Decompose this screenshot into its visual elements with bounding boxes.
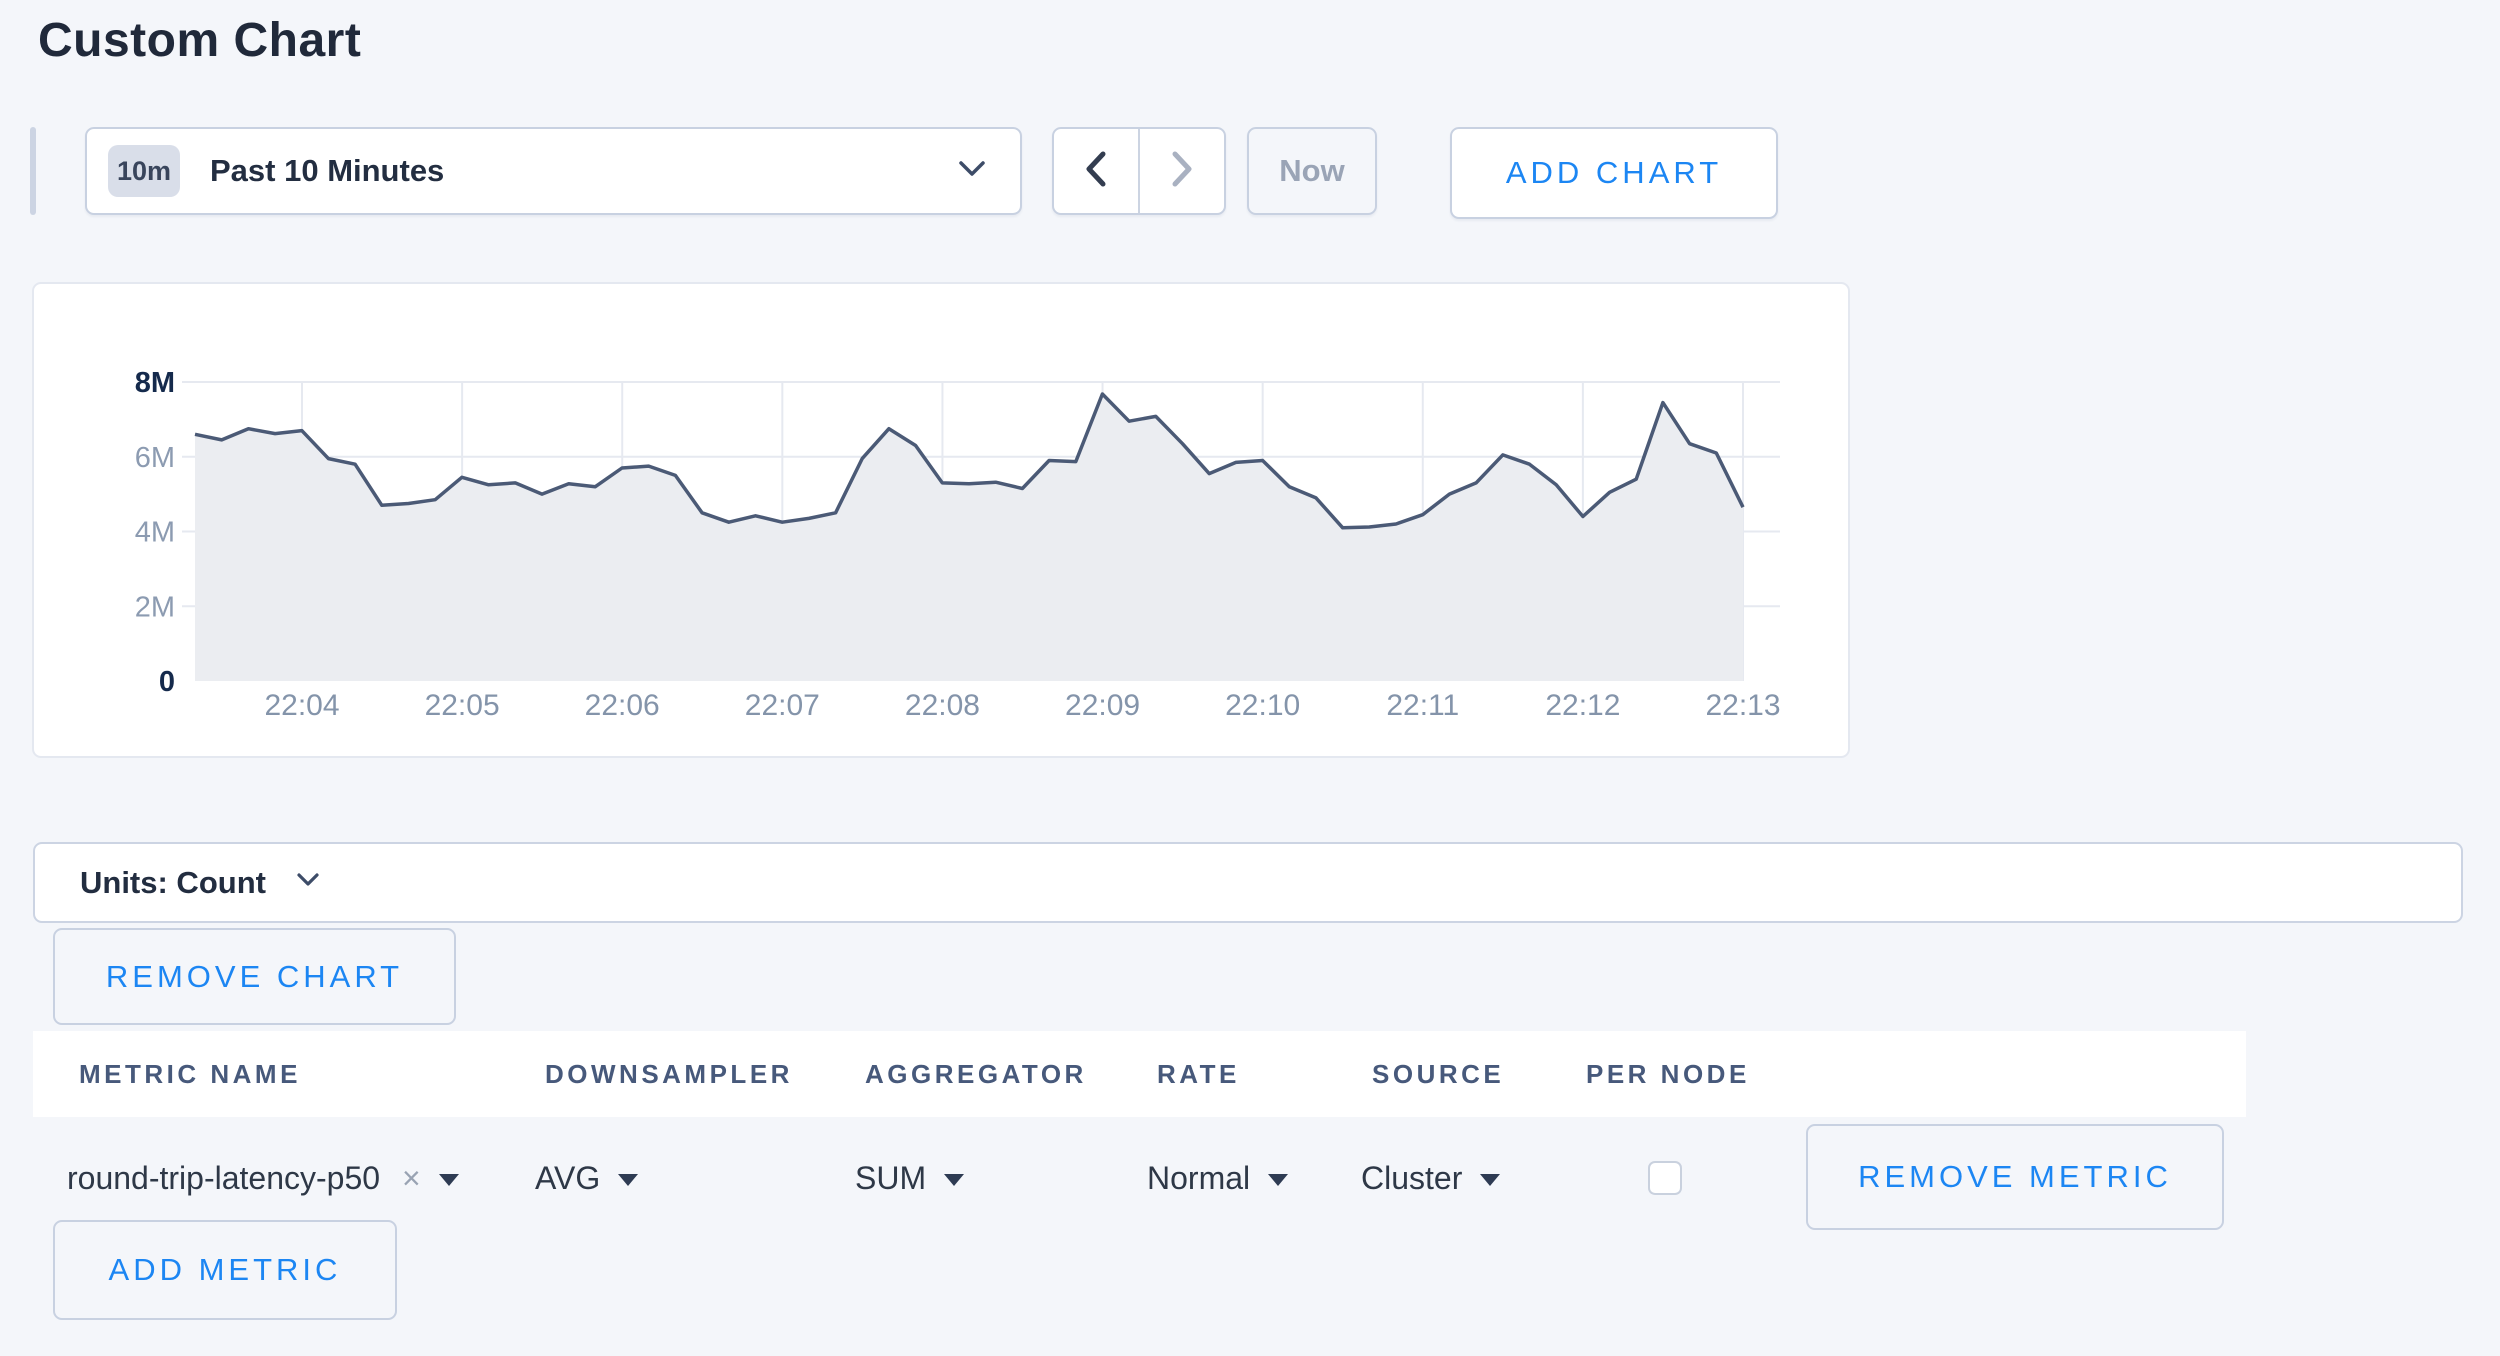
caret-down-icon bbox=[944, 1174, 965, 1186]
x-axis-tick: 22:13 bbox=[1705, 689, 1780, 722]
add-chart-button[interactable]: ADD CHART bbox=[1450, 127, 1778, 219]
aggregator-select[interactable]: SUM bbox=[855, 1117, 965, 1239]
series-area bbox=[195, 394, 1743, 681]
chevron-right-icon bbox=[1169, 149, 1195, 194]
chevron-down-icon bbox=[296, 872, 320, 893]
x-axis-tick: 22:08 bbox=[905, 689, 980, 722]
y-axis-tick: 0 bbox=[159, 666, 175, 698]
units-dropdown[interactable]: Units: Count bbox=[33, 842, 2463, 923]
remove-metric-button[interactable]: REMOVE METRIC bbox=[1806, 1124, 2224, 1230]
remove-tag-icon[interactable]: × bbox=[402, 1159, 421, 1196]
chart-card: 22:04 22:05 22:06 22:07 22:08 22:09 22:10 22:11… bbox=[32, 282, 1850, 758]
caret-down-icon bbox=[618, 1174, 639, 1186]
y-axis-tick: 6M bbox=[135, 442, 175, 474]
time-range-badge: 10m bbox=[108, 145, 180, 197]
metric-name-select[interactable]: round-trip-latency-p50 × bbox=[67, 1117, 459, 1239]
x-axis-tick: 22:12 bbox=[1545, 689, 1620, 722]
units-label: Units: Count bbox=[80, 864, 266, 900]
now-button[interactable]: Now bbox=[1247, 127, 1377, 215]
x-axis-tick: 22:04 bbox=[264, 689, 339, 722]
time-range-dropdown[interactable]: 10m Past 10 Minutes bbox=[85, 127, 1022, 215]
chevron-left-icon bbox=[1083, 149, 1109, 194]
source-value: Cluster bbox=[1361, 1159, 1463, 1196]
y-axis-tick: 8M bbox=[135, 367, 175, 399]
add-metric-button[interactable]: ADD METRIC bbox=[53, 1220, 397, 1320]
y-axis-tick: 4M bbox=[135, 517, 175, 549]
caret-down-icon bbox=[438, 1174, 459, 1186]
remove-chart-button[interactable]: REMOVE CHART bbox=[53, 928, 456, 1025]
col-header-rate: RATE bbox=[1157, 1058, 1240, 1089]
downsampler-select[interactable]: AVG bbox=[535, 1117, 639, 1239]
prev-range-button[interactable] bbox=[1054, 129, 1140, 213]
page-title: Custom Chart bbox=[38, 14, 362, 67]
x-axis-tick: 22:07 bbox=[745, 689, 820, 722]
downsampler-value: AVG bbox=[535, 1159, 601, 1196]
x-axis-tick: 22:06 bbox=[585, 689, 660, 722]
rate-select[interactable]: Normal bbox=[1147, 1117, 1289, 1239]
col-header-downsampler: DOWNSAMPLER bbox=[545, 1058, 793, 1089]
caret-down-icon bbox=[1480, 1174, 1501, 1186]
aggregator-value: SUM bbox=[855, 1159, 927, 1196]
series-line bbox=[194, 392, 1745, 530]
rate-value: Normal bbox=[1147, 1159, 1251, 1196]
time-nav-group bbox=[1052, 127, 1226, 215]
col-header-source: SOURCE bbox=[1372, 1058, 1505, 1089]
timeseries-chart: 22:04 22:05 22:06 22:07 22:08 22:09 22:10 22:11… bbox=[135, 367, 1781, 722]
source-select[interactable]: Cluster bbox=[1361, 1117, 1501, 1239]
x-axis-tick: 22:05 bbox=[425, 689, 500, 722]
x-axis-tick: 22:09 bbox=[1065, 689, 1140, 722]
x-axis-tick: 22:10 bbox=[1225, 689, 1300, 722]
time-range-label: Past 10 Minutes bbox=[210, 153, 445, 188]
metrics-table-header: METRIC NAME DOWNSAMPLER AGGREGATOR RATE … bbox=[33, 1031, 2246, 1117]
caret-down-icon bbox=[1268, 1174, 1289, 1186]
table-row: round-trip-latency-p50 × AVG SUM Normal … bbox=[33, 1117, 2246, 1239]
col-header-metric-name: METRIC NAME bbox=[79, 1058, 301, 1089]
x-axis-tick: 22:11 bbox=[1386, 689, 1459, 722]
metric-name-value: round-trip-latency-p50 bbox=[67, 1159, 381, 1196]
chevron-down-icon bbox=[958, 160, 986, 183]
next-range-button[interactable] bbox=[1140, 129, 1224, 213]
col-header-per-node: PER NODE bbox=[1586, 1058, 1750, 1089]
range-accent-bar bbox=[30, 127, 36, 215]
y-axis-tick: 2M bbox=[135, 591, 175, 623]
per-node-checkbox[interactable] bbox=[1648, 1161, 1682, 1195]
col-header-aggregator: AGGREGATOR bbox=[865, 1058, 1087, 1089]
